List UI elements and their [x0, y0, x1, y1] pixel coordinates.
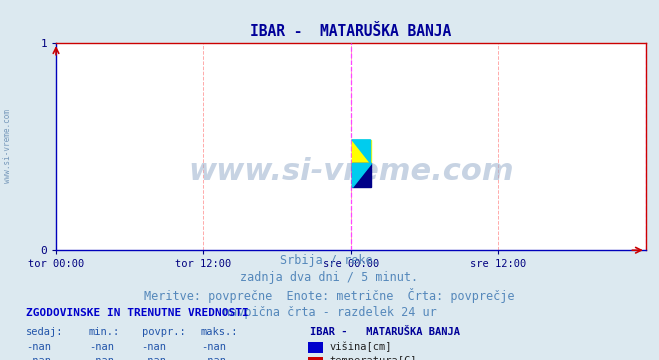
Text: temperatura[C]: temperatura[C] [330, 356, 417, 360]
Text: -nan: -nan [89, 356, 114, 360]
Text: zadnja dva dni / 5 minut.: zadnja dva dni / 5 minut. [241, 271, 418, 284]
Text: ZGODOVINSKE IN TRENUTNE VREDNOSTI: ZGODOVINSKE IN TRENUTNE VREDNOSTI [26, 308, 249, 318]
Text: povpr.:: povpr.: [142, 327, 185, 337]
Text: -nan: -nan [201, 356, 226, 360]
Text: -nan: -nan [142, 342, 167, 352]
Text: Srbija / reke.: Srbija / reke. [279, 254, 380, 267]
Text: -nan: -nan [89, 342, 114, 352]
Text: Meritve: povprečne  Enote: metrične  Črta: povprečje: Meritve: povprečne Enote: metrične Črta:… [144, 288, 515, 303]
Text: -nan: -nan [26, 342, 51, 352]
Text: min.:: min.: [89, 327, 120, 337]
Text: višina[cm]: višina[cm] [330, 342, 392, 352]
Text: navpična črta - razdelek 24 ur: navpična črta - razdelek 24 ur [223, 306, 436, 319]
Text: IBAR -   MATARUŠKA BANJA: IBAR - MATARUŠKA BANJA [310, 327, 460, 337]
Text: maks.:: maks.: [201, 327, 239, 337]
Text: -nan: -nan [26, 356, 51, 360]
Text: www.si-vreme.com: www.si-vreme.com [188, 157, 514, 186]
Text: www.si-vreme.com: www.si-vreme.com [3, 109, 13, 183]
Text: -nan: -nan [142, 356, 167, 360]
Text: sedaj:: sedaj: [26, 327, 64, 337]
Text: -nan: -nan [201, 342, 226, 352]
Title: IBAR -  MATARUŠKA BANJA: IBAR - MATARUŠKA BANJA [250, 24, 451, 39]
